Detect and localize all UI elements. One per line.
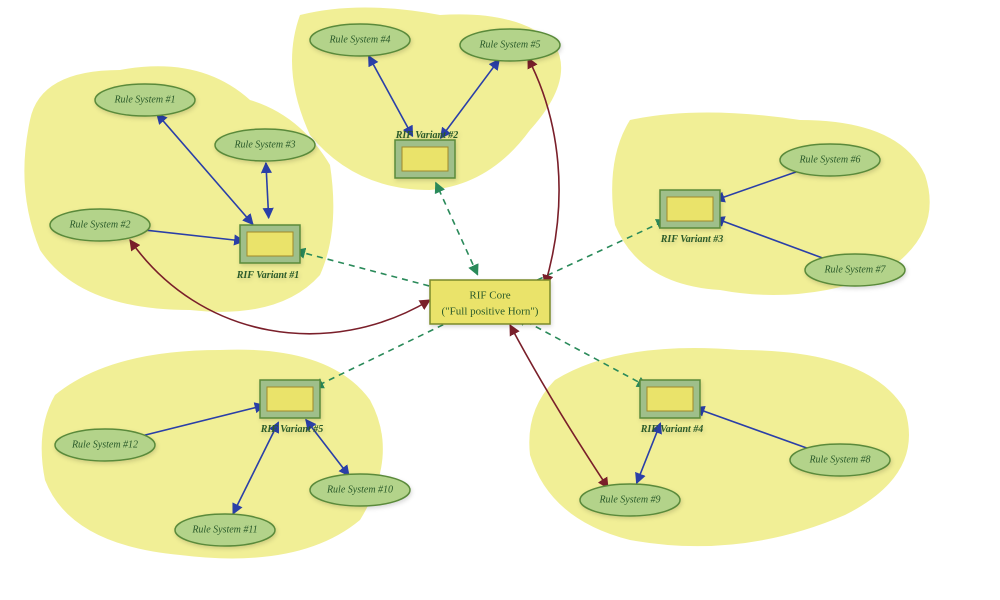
rule-system-node: Rule System #10	[310, 474, 410, 506]
variant-node: RIF Variant #2	[395, 130, 459, 178]
rule-system-node: Rule System #1	[95, 84, 195, 116]
rule-system-label: Rule System #8	[808, 454, 870, 465]
rule-system-label: Rule System #7	[823, 264, 886, 275]
rule-system-node: Rule System #2	[50, 209, 150, 241]
rule-system-node: Rule System #11	[175, 514, 275, 546]
variant-label: RIF Variant #3	[660, 234, 724, 245]
rule-system-label: Rule System #1	[113, 94, 175, 105]
core-label-line2: ("Full positive Horn")	[442, 306, 539, 318]
rule-system-label: Rule System #12	[71, 439, 138, 450]
rule-system-node: Rule System #5	[460, 29, 560, 61]
rule-system-label: Rule System #10	[326, 484, 393, 495]
rule-system-node: Rule System #3	[215, 129, 315, 161]
rule-system-label: Rule System #3	[233, 139, 295, 150]
rule-system-node: Rule System #9	[580, 484, 680, 516]
rule-system-node: Rule System #6	[780, 144, 880, 176]
rule-system-node: Rule System #12	[55, 429, 155, 461]
variant-node: RIF Variant #3	[660, 190, 724, 245]
rule-system-label: Rule System #11	[191, 524, 257, 535]
variant-node: RIF Variant #1	[236, 225, 300, 281]
rule-system-label: Rule System #5	[478, 39, 540, 50]
rule-system-label: Rule System #6	[798, 154, 860, 165]
core-label-line1: RIF Core	[469, 290, 510, 302]
core-variant-edge	[436, 183, 478, 275]
rule-system-node: Rule System #4	[310, 24, 410, 56]
rif-core: RIF Core ("Full positive Horn")	[430, 280, 550, 324]
variant-node: RIF Variant #4	[640, 380, 704, 435]
rule-system-label: Rule System #2	[68, 219, 130, 230]
variant-node: RIF Variant #5	[260, 380, 324, 435]
variant-label: RIF Variant #1	[236, 270, 300, 281]
rule-system-label: Rule System #4	[328, 34, 390, 45]
variant-label: RIF Variant #4	[640, 424, 704, 435]
rule-system-node: Rule System #8	[790, 444, 890, 476]
rule-system-node: Rule System #7	[805, 254, 905, 286]
diagram-canvas: Rule System #1 Rule System #3 Rule System …	[0, 0, 1000, 600]
core-node: RIF Core ("Full positive Horn")	[430, 280, 550, 324]
rule-system-label: Rule System #9	[598, 494, 660, 505]
variant-label: RIF Variant #5	[260, 424, 324, 435]
variant-label: RIF Variant #2	[395, 130, 459, 141]
